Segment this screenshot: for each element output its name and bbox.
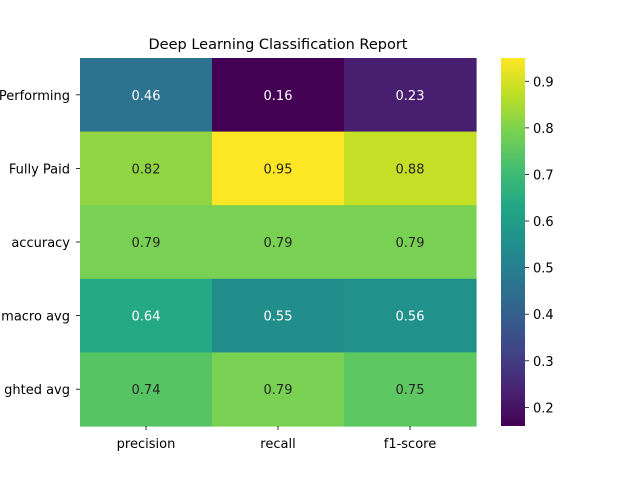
x-tick-label: precision [117, 437, 176, 452]
y-tick-label: accuracy [11, 236, 70, 251]
cell-value-label: 0.79 [132, 236, 161, 251]
cell-value-label: 0.23 [396, 89, 425, 104]
heatmap-cell [212, 278, 345, 353]
cell-value-label: 0.46 [132, 89, 161, 104]
heatmap-cell [80, 131, 213, 206]
heatmap-cell [80, 58, 213, 133]
y-tick-label: macro avg [1, 310, 70, 325]
heatmap-cell [80, 205, 213, 280]
y-axis: Performing Fully Paid accuracy macro avg ght… [0, 89, 80, 398]
heatmap-cell [212, 131, 345, 206]
heatmap-cell [212, 205, 345, 280]
heatmap-cell [80, 352, 213, 427]
heatmap-cell [80, 278, 213, 353]
heatmap-cell [344, 205, 477, 280]
cell-value-label: 0.79 [396, 236, 425, 251]
cell-value-label: 0.16 [264, 89, 293, 104]
y-tick-label: ghted avg [4, 383, 70, 398]
heatmap-cells [80, 58, 477, 427]
colorbar-gradient [501, 58, 525, 426]
cell-value-label: 0.56 [396, 310, 425, 325]
cell-value-label: 0.82 [132, 162, 161, 177]
cell-value-label: 0.64 [132, 310, 161, 325]
cell-value-label: 0.95 [264, 162, 293, 177]
colorbar-tick-label: 0.6 [533, 215, 554, 230]
x-tick-label: recall [260, 437, 295, 452]
colorbar-tick-label: 0.9 [533, 75, 554, 90]
heatmap-cell [344, 352, 477, 427]
heatmap-cell [212, 352, 345, 427]
y-tick-label: Fully Paid [9, 162, 70, 177]
chart-title: Deep Learning Classification Report [149, 37, 408, 53]
heatmap-cell-labels: 0.46 0.16 0.23 0.82 0.95 0.88 0.79 0.79 0.79 0.64… [132, 89, 425, 398]
x-tick-label: f1-score [384, 437, 436, 452]
cell-value-label: 0.79 [264, 383, 293, 398]
colorbar-tick-label: 0.8 [533, 122, 554, 137]
colorbar: 0.2 0.3 0.4 0.5 0.6 0.7 0.8 0.9 [501, 58, 554, 426]
colorbar-ticks: 0.2 0.3 0.4 0.5 0.6 0.7 0.8 0.9 [525, 75, 554, 416]
colorbar-tick-label: 0.3 [533, 355, 554, 370]
x-axis: precision recall f1-score [117, 426, 436, 452]
colorbar-tick-label: 0.7 [533, 168, 554, 183]
cell-value-label: 0.55 [264, 310, 293, 325]
colorbar-tick-label: 0.4 [533, 308, 554, 323]
cell-value-label: 0.79 [264, 236, 293, 251]
colorbar-tick-label: 0.5 [533, 262, 554, 277]
colorbar-tick-label: 0.2 [533, 401, 554, 416]
cell-value-label: 0.88 [396, 162, 425, 177]
y-tick-label: Performing [0, 89, 70, 104]
cell-value-label: 0.75 [396, 383, 425, 398]
heatmap-cell [212, 58, 345, 133]
heatmap-cell [344, 278, 477, 353]
heatmap-cell [344, 58, 477, 133]
cell-value-label: 0.74 [132, 383, 161, 398]
heatmap-cell [344, 131, 477, 206]
